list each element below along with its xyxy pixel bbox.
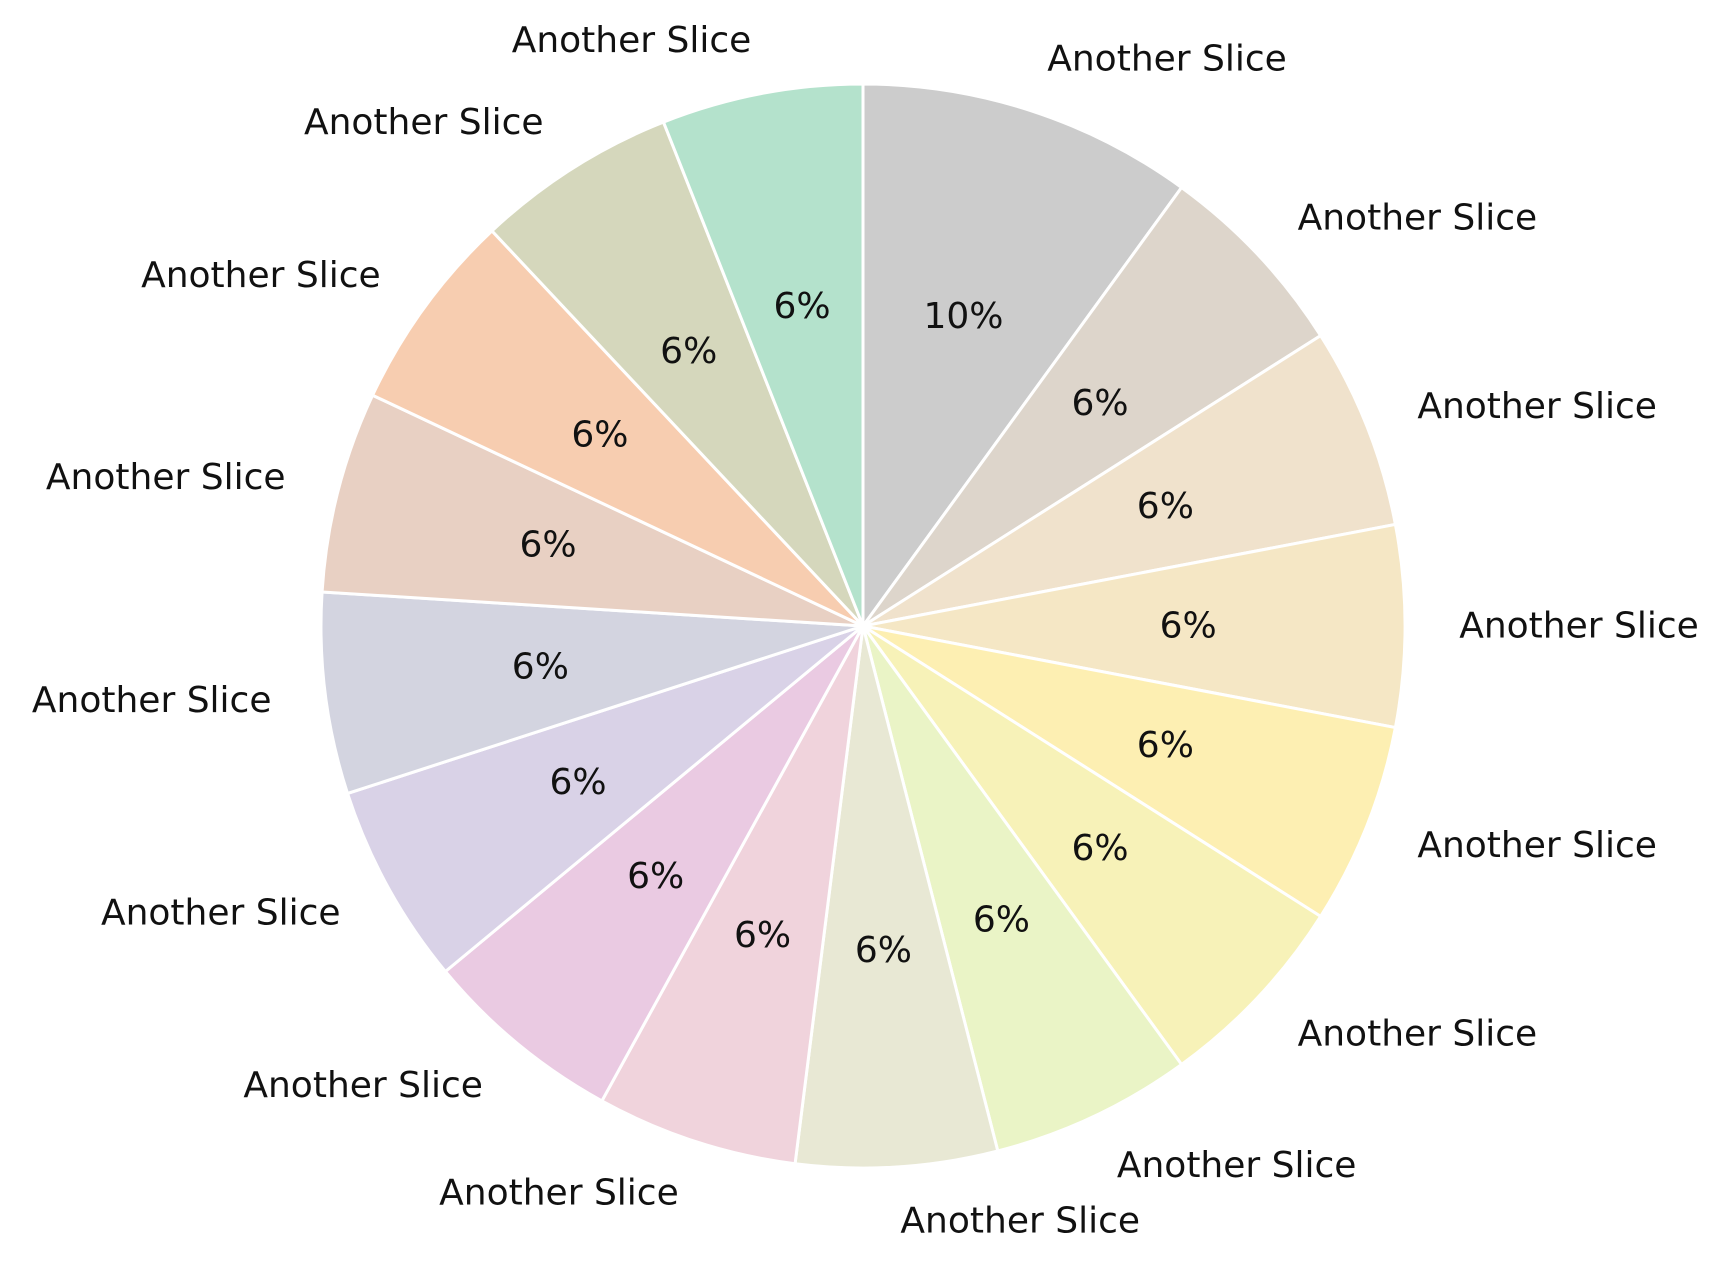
- slice-percent-label: 6%: [774, 286, 831, 327]
- slice-percent-label: 6%: [1071, 383, 1128, 424]
- slice-percent-label: 6%: [734, 915, 791, 956]
- slice-category-label: Another Slice: [1298, 1014, 1538, 1055]
- slice-category-label: Another Slice: [900, 1201, 1140, 1242]
- slice-percent-label: 6%: [1160, 606, 1217, 647]
- pie-slice: [443, 624, 865, 1103]
- slice-percent-label: 10%: [923, 296, 1003, 337]
- slice-category-label: Another Slice: [1298, 197, 1538, 238]
- pie-slice: [861, 625, 1184, 1153]
- pie-slice: [661, 82, 865, 627]
- pie-slice: [345, 624, 864, 974]
- slice-category-label: Another Slice: [101, 893, 341, 934]
- pie-slice: [861, 185, 1323, 628]
- slice-percent-label: 6%: [660, 331, 717, 372]
- slice-percent-label: 6%: [1137, 725, 1194, 766]
- slice-percent-label: 6%: [627, 856, 684, 897]
- labels-layer: 10% Another Slice 6% Another Slice 6% Another…: [32, 20, 1699, 1242]
- pie-slice: [489, 120, 865, 628]
- slice-category-label: Another Slice: [439, 1173, 679, 1214]
- slice-category-label: Another Slice: [1417, 386, 1657, 427]
- slice-percent-label: 6%: [973, 900, 1030, 941]
- slice-percent-label: 6%: [571, 414, 628, 455]
- slice-category-label: Another Slice: [243, 1065, 483, 1106]
- pie-slice: [862, 522, 1407, 730]
- slice-category-label: Another Slice: [512, 20, 752, 61]
- pie-slice: [861, 624, 1323, 1067]
- slice-category-label: Another Slice: [32, 680, 272, 721]
- slice-percent-label: 6%: [855, 930, 912, 971]
- slice-percent-label: 6%: [1071, 828, 1128, 869]
- slice-category-label: Another Slice: [46, 457, 286, 498]
- slice-category-label: Another Slice: [141, 255, 381, 296]
- pie-slice: [861, 82, 1184, 631]
- pie-slice: [599, 625, 865, 1166]
- slice-category-label: Another Slice: [1117, 1145, 1357, 1186]
- pie-slice: [370, 228, 865, 628]
- slices-layer: [319, 82, 1407, 1170]
- pie-slice: [862, 333, 1398, 628]
- slice-percent-label: 6%: [549, 762, 606, 803]
- pie-slice: [319, 590, 864, 796]
- pie-slice: [793, 625, 1000, 1170]
- slice-category-label: Another Slice: [1047, 38, 1287, 79]
- slice-percent-label: 6%: [519, 525, 576, 566]
- pie-slice: [320, 393, 864, 628]
- slice-category-label: Another Slice: [1417, 825, 1657, 866]
- slice-category-label: Another Slice: [304, 102, 544, 143]
- slice-percent-label: 6%: [512, 646, 569, 687]
- pie-slice: [862, 624, 1398, 919]
- slice-category-label: Another Slice: [1459, 606, 1699, 647]
- slice-percent-label: 6%: [1137, 486, 1194, 527]
